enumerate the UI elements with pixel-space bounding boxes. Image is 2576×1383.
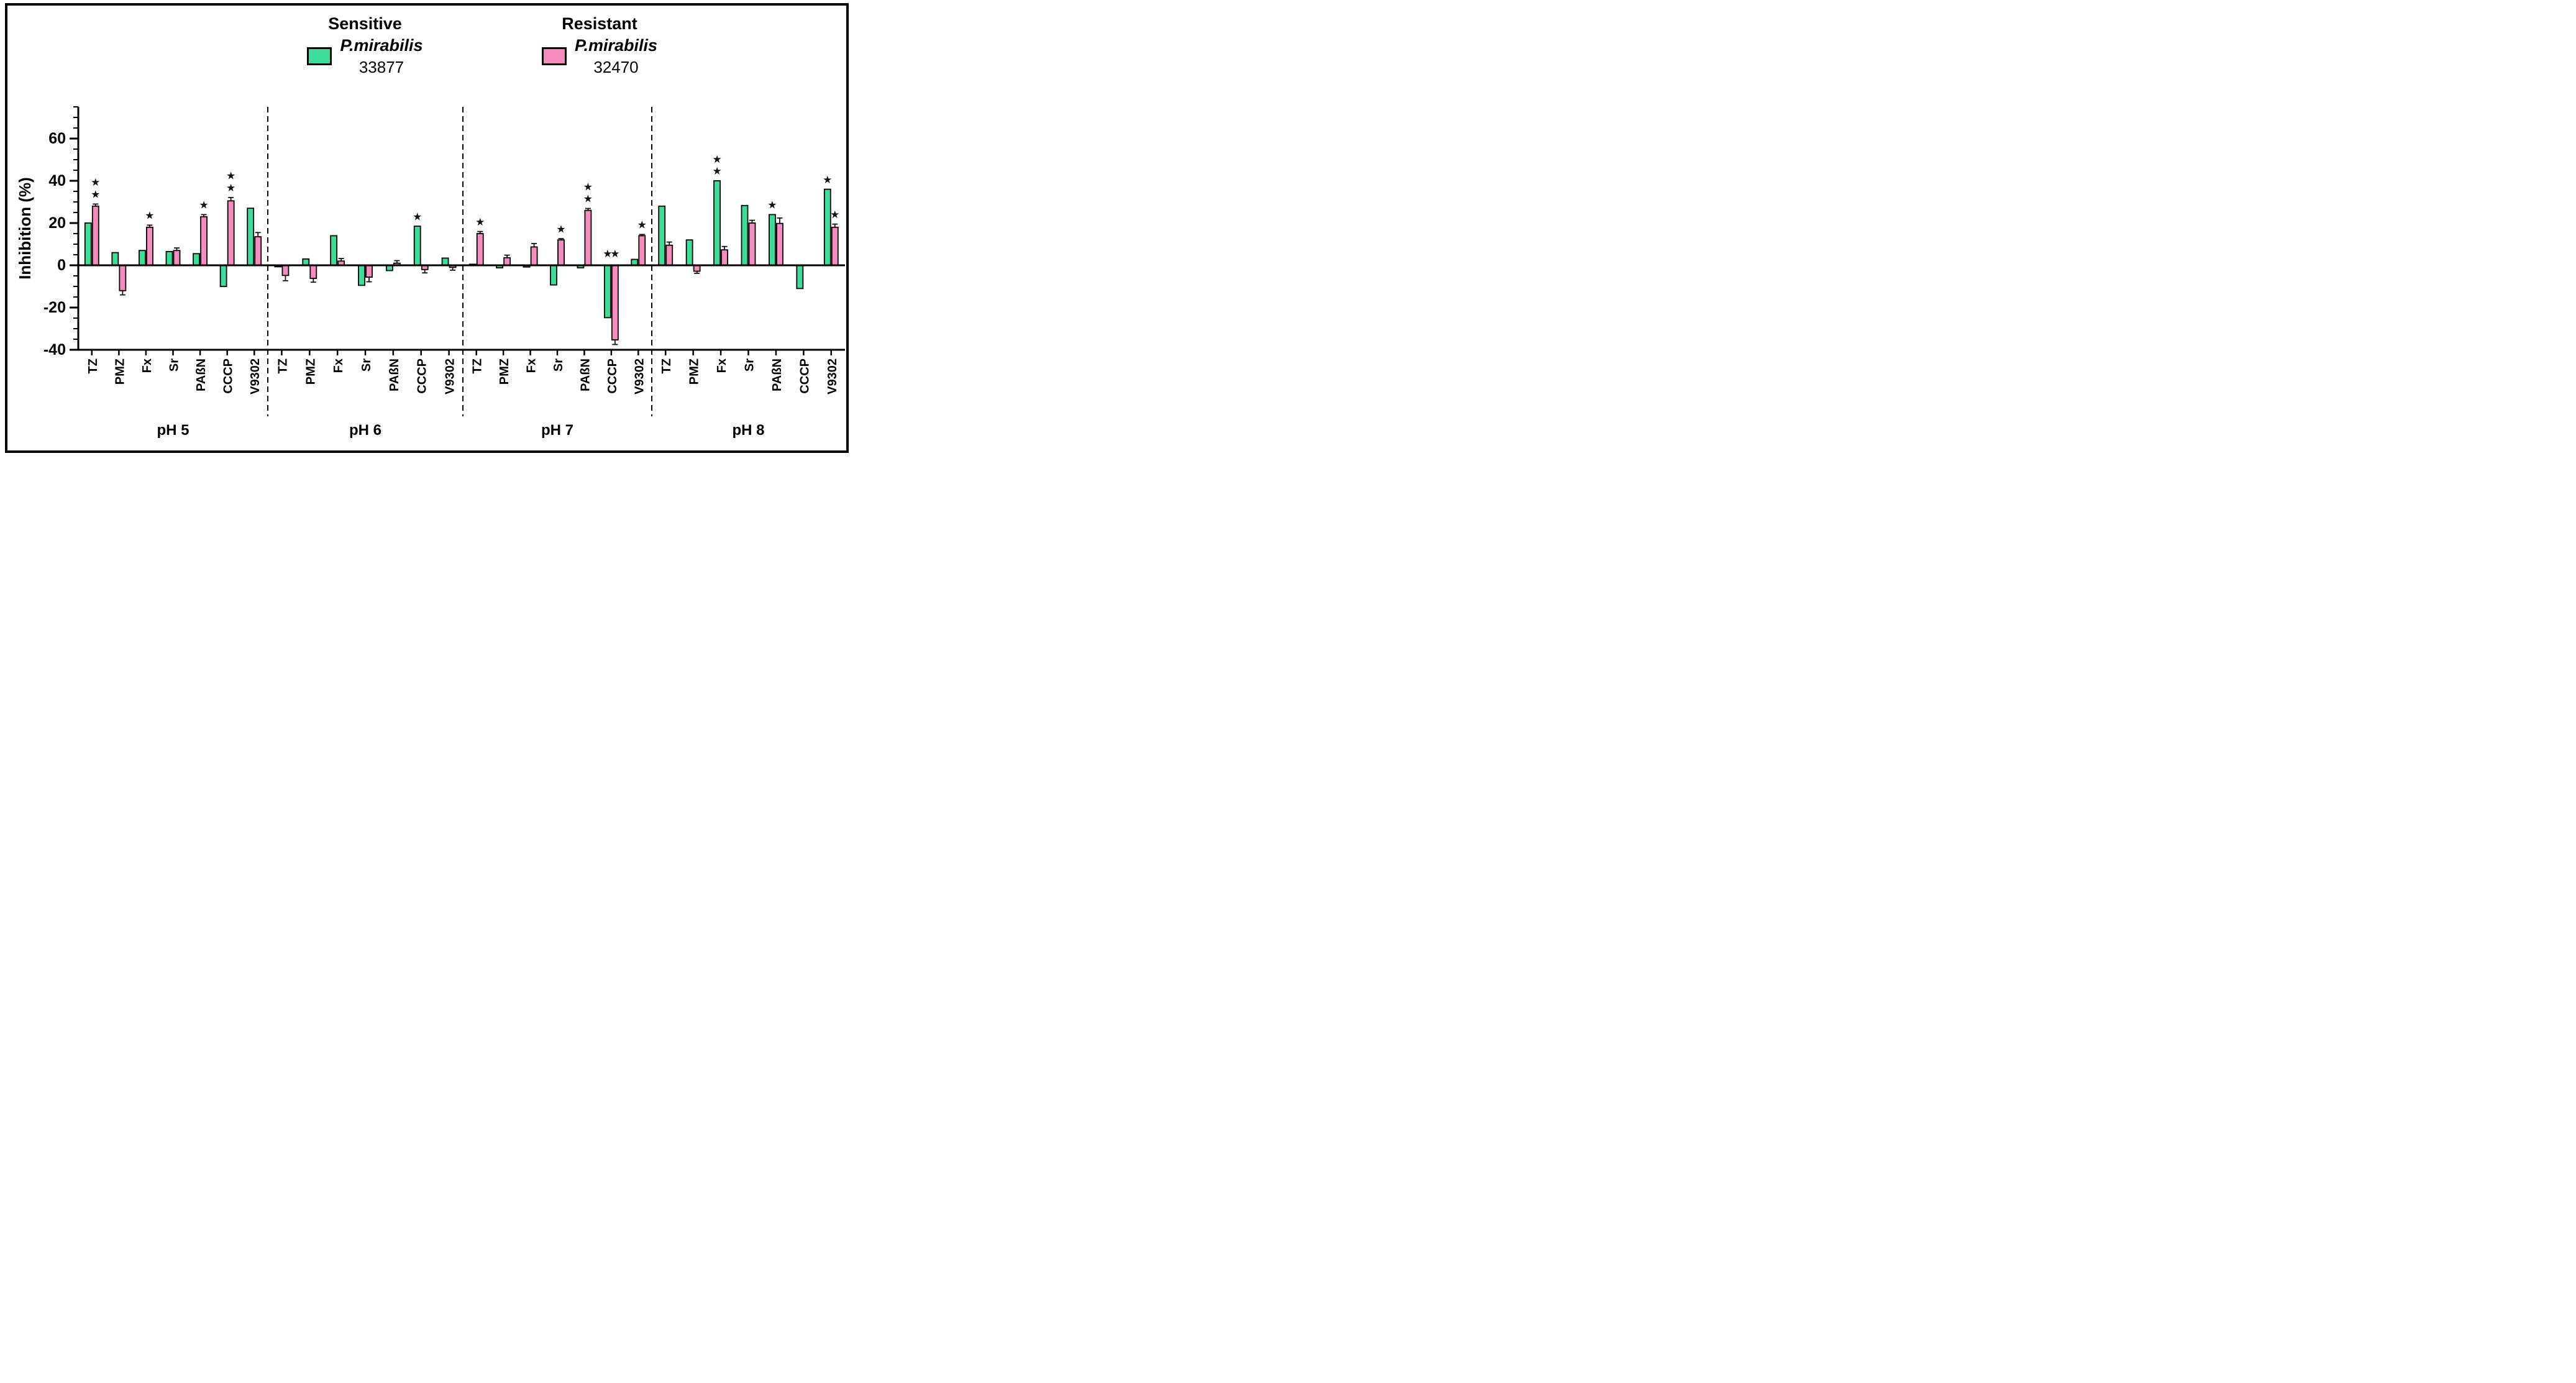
significance-star: ★ — [475, 216, 485, 228]
y-axis-tick-label: -40 — [43, 341, 66, 358]
category-label: PMZ — [688, 358, 701, 385]
category-label: PAßN — [388, 358, 401, 391]
category-label: PMZ — [113, 358, 127, 385]
significance-star: ★ — [830, 209, 839, 221]
category-label: PMZ — [304, 358, 317, 385]
significance-star: ★ — [145, 210, 154, 222]
category-label: Fx — [715, 358, 729, 373]
category-label: CCCP — [222, 358, 235, 394]
significance-star: ★ — [91, 189, 100, 201]
group-label-pH8: pH 8 — [732, 422, 764, 439]
legend-resistant: Resistant P.mirabilis 32470 — [497, 14, 702, 77]
category-label: Fx — [332, 358, 345, 373]
significance-star: ★ — [610, 248, 619, 260]
significance-star: ★ — [199, 199, 208, 211]
category-label: Fx — [525, 358, 539, 373]
category-label: Sr — [743, 358, 757, 372]
significance-star: ★ — [603, 248, 612, 260]
category-label: Sr — [360, 358, 373, 372]
category-label: Sr — [168, 358, 181, 372]
significance-star: ★ — [583, 181, 593, 193]
significance-star: ★ — [413, 211, 422, 222]
category-label: CCCP — [606, 358, 619, 394]
category-label: V9302 — [249, 358, 262, 395]
significance-star: ★ — [226, 182, 235, 194]
y-axis-tick-label: 60 — [48, 130, 66, 147]
significance-star: ★ — [712, 153, 721, 165]
category-label: V9302 — [826, 358, 839, 395]
category-label: PAßN — [194, 358, 208, 391]
y-axis-tick-label: 40 — [48, 172, 66, 189]
significance-star: ★ — [91, 176, 100, 188]
category-label: PMZ — [498, 358, 511, 385]
category-label: CCCP — [416, 358, 429, 394]
legend-sensitive: Sensitive P.mirabilis 33877 — [267, 14, 463, 77]
y-axis-tick-label: 0 — [57, 257, 66, 274]
significance-star: ★ — [226, 170, 235, 182]
significance-star: ★ — [767, 199, 777, 211]
category-label: Fx — [140, 358, 154, 373]
category-label: PAßN — [770, 358, 784, 391]
category-label: TZ — [660, 358, 674, 373]
category-label: V9302 — [444, 358, 457, 395]
legend-sensitive-title: Sensitive — [328, 14, 402, 33]
significance-star: ★ — [823, 174, 832, 186]
category-label: TZ — [86, 358, 100, 373]
legend-sensitive-swatch — [307, 47, 332, 66]
category-label: CCCP — [798, 358, 811, 394]
category-label: TZ — [276, 358, 290, 373]
y-axis-title: Inhibition (%) — [16, 177, 34, 280]
figure-frame — [5, 3, 849, 453]
group-label-pH7: pH 7 — [541, 422, 573, 439]
legend-resistant-species: P.mirabilis — [574, 35, 658, 55]
category-label: TZ — [471, 358, 485, 373]
legend-resistant-swatch — [541, 47, 567, 66]
legend-sensitive-species: P.mirabilis — [340, 35, 423, 55]
significance-star: ★ — [583, 193, 593, 205]
group-label-pH5: pH 5 — [157, 422, 189, 439]
significance-star: ★ — [637, 219, 647, 231]
figure-page: Sensitive P.mirabilis 33877 Resistant P.… — [0, 0, 859, 461]
legend-resistant-title: Resistant — [562, 14, 637, 33]
significance-star: ★ — [556, 223, 565, 235]
legend-resistant-strain: 32470 — [593, 58, 639, 77]
category-label: Sr — [552, 358, 565, 372]
y-axis-tick-label: 20 — [48, 214, 66, 232]
significance-star: ★ — [712, 165, 721, 177]
category-label: PAßN — [578, 358, 592, 391]
category-label: V9302 — [633, 358, 646, 395]
y-axis-tick-label: -20 — [43, 299, 66, 316]
group-label-pH6: pH 6 — [349, 422, 381, 439]
legend-sensitive-strain: 33877 — [359, 58, 404, 77]
